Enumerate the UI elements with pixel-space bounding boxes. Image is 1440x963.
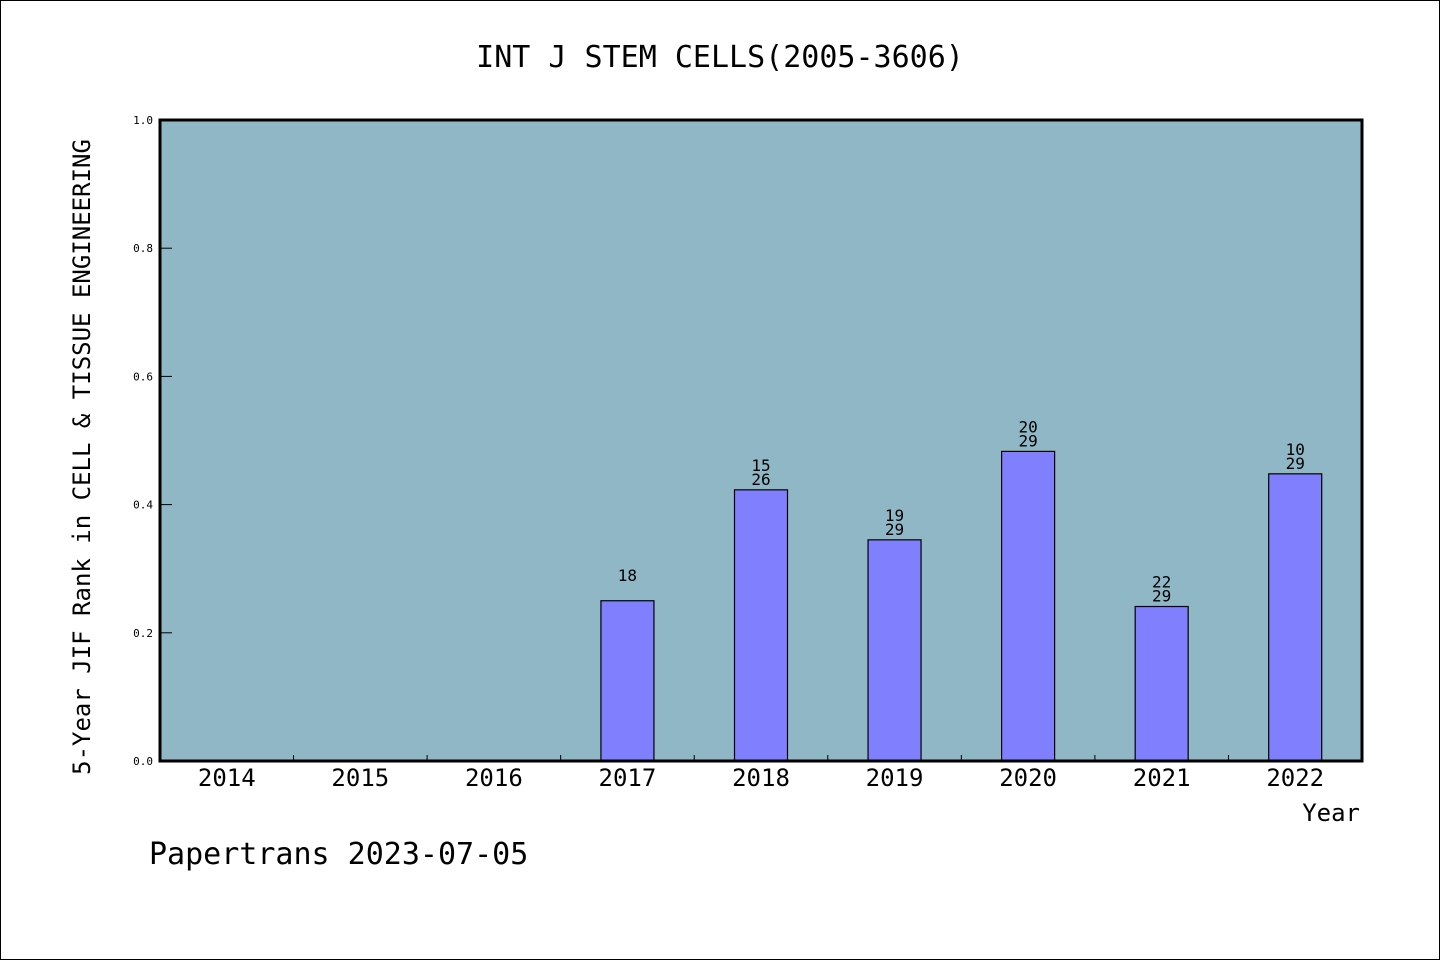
x-tick-label: 2018 <box>732 764 790 792</box>
y-axis-label: 5-Year JIF Rank in CELL & TISSUE ENGINEE… <box>68 139 96 775</box>
x-tick-label: 2019 <box>866 764 924 792</box>
plot-border <box>158 118 1364 763</box>
bar-data-label: 29 <box>1018 431 1037 450</box>
bar-2019 <box>867 539 922 762</box>
bar-data-label: 18 <box>618 566 637 585</box>
bar-data-label: 20 <box>1018 417 1037 436</box>
x-tick-label: 2014 <box>198 764 256 792</box>
bar-2017 <box>600 600 655 762</box>
x-axis-label: Year <box>1302 799 1360 827</box>
y-tick-label: 0.2 <box>133 627 153 640</box>
y-tick-label: 0.8 <box>133 242 153 255</box>
x-tick-label: 2015 <box>331 764 389 792</box>
bar-data-label: 29 <box>1286 454 1305 473</box>
x-tick-label: 2021 <box>1133 764 1191 792</box>
y-tick-label: 0.4 <box>133 499 153 512</box>
y-tick-label: 0.0 <box>133 755 153 768</box>
x-tick-label: 2017 <box>599 764 657 792</box>
x-tick-label: 2022 <box>1266 764 1324 792</box>
x-tick-label: 2016 <box>465 764 523 792</box>
bar-2018 <box>733 489 789 762</box>
bar-2021 <box>1134 605 1189 762</box>
bar-data-label: 26 <box>751 470 770 489</box>
y-tick-label: 0.6 <box>133 370 153 383</box>
bar-data-label: 19 <box>885 506 904 525</box>
bar-data-label: 15 <box>751 456 770 475</box>
bar-2020 <box>1001 450 1056 762</box>
bar-data-label: 29 <box>885 520 904 539</box>
bar-data-label: 29 <box>1152 587 1171 606</box>
bar-2022 <box>1268 473 1323 762</box>
y-tick-label: 1.0 <box>133 114 153 127</box>
bar-data-label: 10 <box>1286 440 1305 459</box>
chart-title: INT J STEM CELLS(2005-3606) <box>476 40 964 75</box>
bar-data-label: 22 <box>1152 573 1171 592</box>
footer-watermark: Papertrans 2023-07-05 <box>149 837 528 872</box>
x-tick-label: 2020 <box>999 764 1057 792</box>
